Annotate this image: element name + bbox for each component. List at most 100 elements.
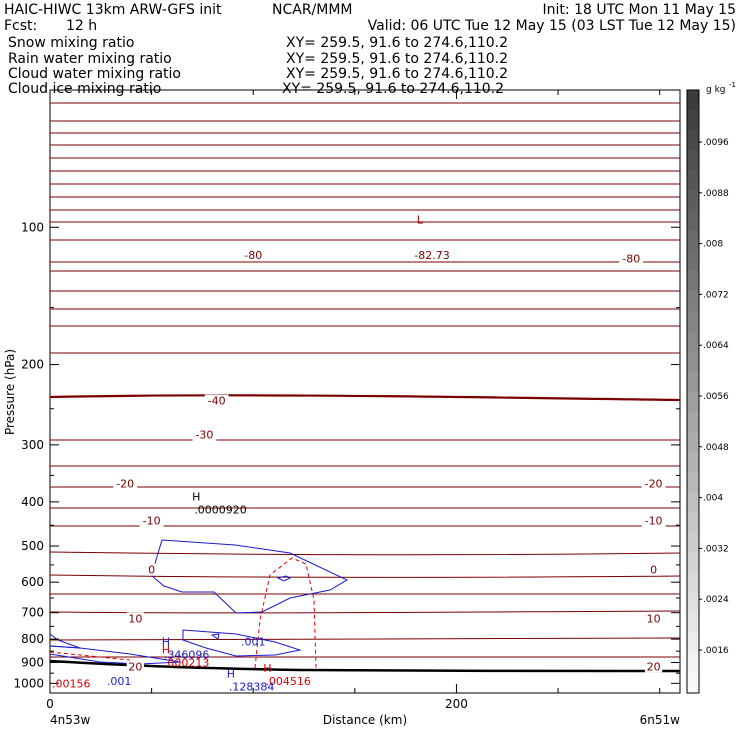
colorbar-segment (687, 411, 699, 433)
contour-label-background (641, 477, 666, 490)
colorbar-label: .0048 (703, 443, 729, 453)
isotherm-label: -80 (622, 252, 640, 265)
isotherm-line (49, 394, 681, 402)
contour-label-background (648, 563, 659, 576)
field-xy-cloudwater: XY= 259.5, 91.6 to 274.6,110.2 (286, 66, 508, 82)
mixing-ratio-contour-label: .00156 (52, 677, 91, 690)
colorbar-label: .0088 (703, 189, 729, 199)
cloud-water-contour (210, 633, 220, 640)
org-label: NCAR/MMM (272, 2, 353, 18)
colorbar-segment (687, 471, 699, 493)
colorbar-segment (687, 351, 699, 372)
cloud-water-contour (182, 629, 302, 657)
contour-label-background (192, 428, 217, 441)
isotherm-label: 0 (650, 564, 657, 577)
colorbar-segment (687, 250, 699, 272)
colorbar-label: .0056 (703, 392, 729, 402)
colorbar-label: .0032 (703, 544, 729, 554)
contour-label-background (126, 660, 144, 673)
contour-label-background (410, 248, 454, 261)
y-tick-label: 800 (21, 632, 44, 646)
rain-water-contour (254, 557, 317, 669)
rain-water-contour (49, 651, 131, 661)
colorbar-units-exponent: -1 (729, 81, 736, 89)
run-title: HAIC-HIWC 13km ARW-GFS init (4, 2, 222, 18)
field-name-cloudwater: Cloud water mixing ratio (8, 66, 181, 82)
isotherm-line (49, 610, 681, 614)
cloud-water-contours (49, 539, 349, 665)
field-name-cloudice: Cloud ice mixing ratio (8, 81, 161, 97)
isotherm-label: 10 (647, 612, 661, 625)
colorbar-label: .0064 (703, 341, 729, 351)
plot-frame (49, 89, 681, 694)
colorbar-label: .004 (703, 494, 723, 504)
x-tick-label: 0 (46, 697, 54, 711)
right-endpoint-label: 6n51w (640, 713, 681, 727)
fcst-label: Fcst: (4, 18, 37, 34)
valid-time: Valid: 06 UTC Tue 12 May 15 (03 LST Tue … (368, 18, 736, 34)
colorbar-segment (687, 592, 699, 614)
extremum-marker: H (162, 635, 170, 648)
colorbar-segment (687, 492, 699, 513)
isotherm-label: 0 (148, 564, 155, 577)
contour-label-background (204, 394, 229, 407)
contour-label-background (644, 612, 663, 625)
y-tick-label: 200 (21, 358, 44, 372)
rain-water-contours (49, 557, 317, 669)
colorbar-segment (687, 532, 699, 553)
isotherm-label: 20 (128, 660, 142, 673)
colorbar-segment (687, 391, 699, 413)
colorbar-segment (687, 291, 699, 312)
init-time: Init: 18 UTC Mon 11 May 15 (543, 2, 736, 18)
isotherm-label: -30 (195, 429, 213, 442)
x-axis-label: Distance (km) (323, 713, 407, 727)
isotherm-line (49, 637, 681, 641)
left-endpoint-label: 4n53w (50, 713, 91, 727)
colorbar-segment (687, 451, 699, 473)
extremum-value: .128384 (229, 680, 275, 693)
colorbar: g kg -1 .0096 .0088 .008 .0072 .0064 .0056 .00… (686, 81, 736, 694)
isotherm-label: 10 (128, 612, 142, 625)
field-xy-cloudice: XY= 259.5, 91.6 to 274.6,110.2 (282, 81, 504, 97)
contour-label-background (113, 477, 138, 490)
contour-label-background (241, 248, 266, 261)
y-tick-label: 1000 (13, 676, 44, 690)
isotherm-label: -20 (645, 478, 663, 491)
y-axis-label: Pressure (hPa) (3, 349, 17, 435)
extremum-marker: H (162, 643, 170, 656)
colorbar-segment (687, 90, 699, 111)
colorbar-segment (687, 311, 699, 332)
colorbar-segment (687, 170, 699, 192)
colorbar-label: .0072 (703, 290, 729, 300)
colorbar-frame (686, 89, 700, 694)
colorbar-segment (687, 431, 699, 453)
contour-label-background (139, 514, 164, 527)
colorbar-label: .0096 (703, 138, 729, 148)
y-tick-label: 500 (21, 539, 44, 553)
terrain-line (49, 659, 681, 673)
cloud-water-contour (151, 539, 349, 614)
isotherm-line (49, 551, 681, 556)
colorbar-segment (687, 331, 699, 352)
contour-labels: -80 -82.73 -80 -40 -30 -20 -20 -10 -10 0 0 10 10 20 20… (52, 248, 666, 690)
colorbar-segment (687, 652, 699, 674)
y-tick-label: 300 (21, 438, 44, 452)
colorbar-segment (687, 150, 699, 171)
extremum-value: .0000920 (194, 503, 247, 516)
contour-label-background (146, 563, 157, 576)
isotherm-lines (49, 102, 681, 658)
field-name-rain: Rain water mixing ratio (8, 51, 172, 67)
colorbar-segment (687, 552, 699, 573)
mixing-ratio-contour-label: .001 (241, 636, 266, 649)
y-tick-label: 600 (21, 575, 44, 589)
isotherm-label: -82.73 (414, 249, 449, 262)
extremum-marker: H (192, 490, 200, 503)
x-tick-label: 200 (445, 697, 468, 711)
contour-label-background (644, 660, 663, 673)
isotherm-label: -80 (244, 249, 262, 262)
field-list: Snow mixing ratio XY= 259.5, 91.6 to 274… (8, 35, 508, 97)
colorbar-segment (687, 512, 699, 533)
cloud-water-contour (49, 645, 181, 665)
y-tick-labels: 100 200 300 400 500 600 700 800 900 1000 (13, 220, 44, 690)
